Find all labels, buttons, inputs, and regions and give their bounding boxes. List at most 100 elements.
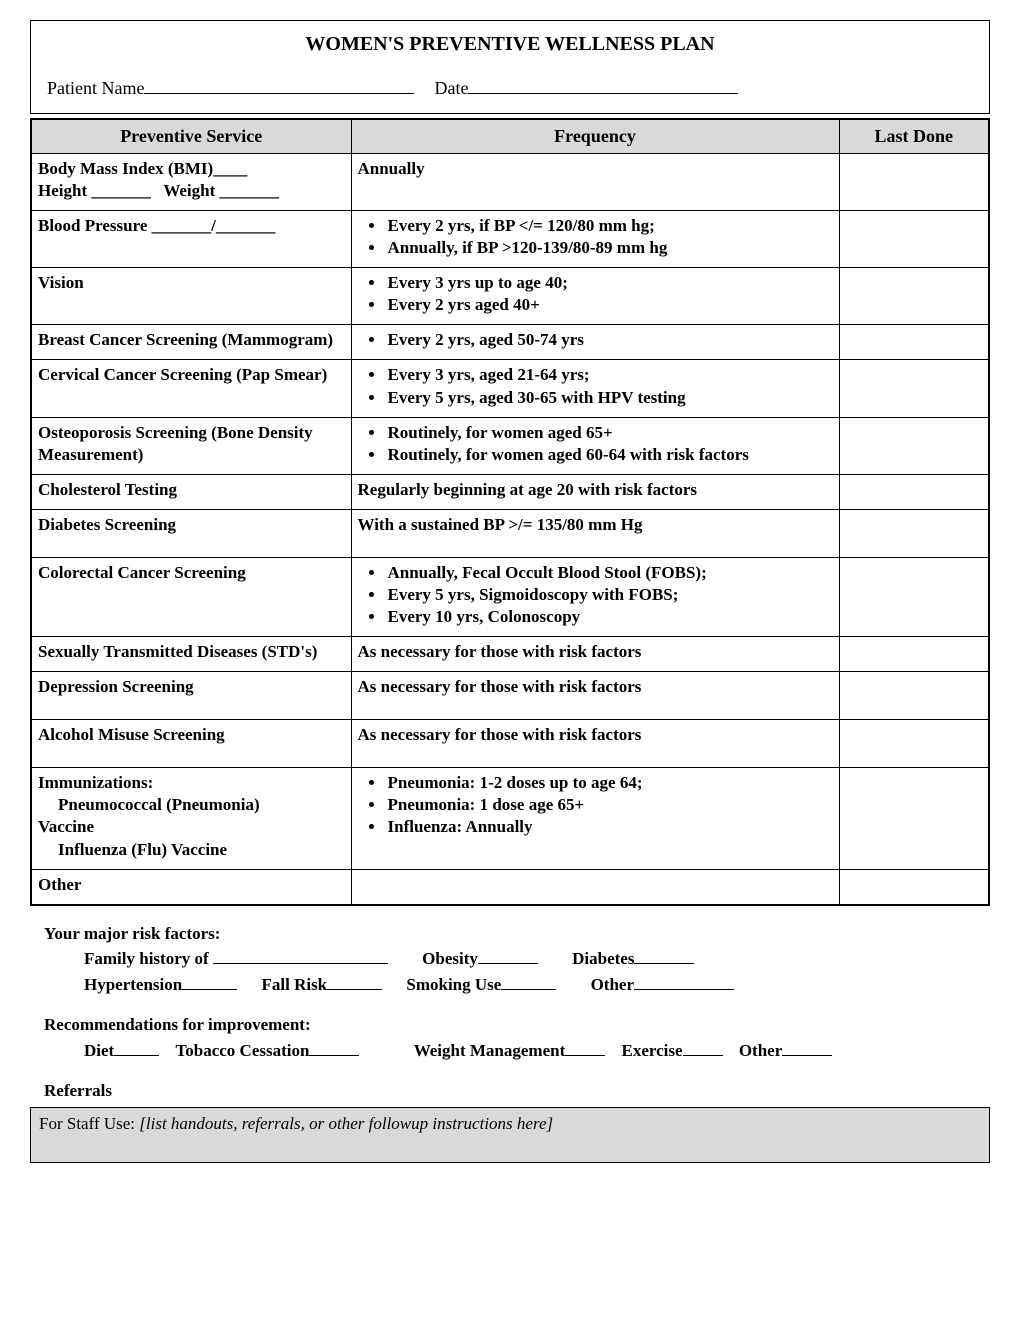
recommendations-heading: Recommendations for improvement: (30, 1015, 990, 1035)
cell-immun-service: Immunizations: Pneumococcal (Pneumonia) … (31, 768, 351, 869)
rf-other-blank[interactable] (634, 971, 734, 990)
rf-smoking-blank[interactable] (501, 971, 556, 990)
risk-factors-line1: Family history of Obesity Diabetes (30, 946, 990, 970)
rf-family-history[interactable]: Family history of (84, 946, 388, 970)
cell-chol-freq: Regularly beginning at age 20 with risk … (351, 474, 839, 509)
breast-freq-0: Every 2 yrs, aged 50-74 yrs (386, 329, 833, 351)
rf-diabetes-label: Diabetes (572, 949, 634, 969)
cell-std-freq: As necessary for those with risk factors (351, 637, 839, 672)
colorectal-freq-2: Every 10 yrs, Colonoscopy (386, 606, 833, 628)
cell-std-last[interactable] (839, 637, 989, 672)
cell-diabetes-service: Diabetes Screening (31, 509, 351, 557)
cell-cervical-freq: Every 3 yrs, aged 21-64 yrs; Every 5 yrs… (351, 360, 839, 417)
rf-smoking-label: Smoking Use (406, 975, 501, 995)
risk-factors-heading: Your major risk factors: (30, 924, 990, 944)
bp-freq-1: Annually, if BP >120-139/80-89 mm hg (386, 237, 833, 259)
rf-fall-risk[interactable]: Fall Risk (261, 971, 382, 995)
row-depression: Depression Screening As necessary for th… (31, 672, 989, 720)
rec-exercise-label: Exercise (622, 1041, 683, 1061)
rf-diabetes[interactable]: Diabetes (572, 946, 694, 970)
bmi-height[interactable]: Height _______ (38, 181, 151, 200)
rec-other-blank[interactable] (782, 1037, 832, 1056)
immun-freq-0: Pneumonia: 1-2 doses up to age 64; (386, 772, 833, 794)
risk-factors-line2: Hypertension Fall Risk Smoking Use Other (30, 971, 990, 995)
cell-other-freq[interactable] (351, 869, 839, 905)
patient-name-blank[interactable] (144, 74, 414, 94)
rec-diet[interactable]: Diet (84, 1037, 159, 1061)
row-alcohol: Alcohol Misuse Screening As necessary fo… (31, 720, 989, 768)
cervical-freq-0: Every 3 yrs, aged 21-64 yrs; (386, 364, 833, 386)
recommendations-line: Diet Tobacco Cessation Weight Management… (30, 1037, 990, 1061)
rec-weight[interactable]: Weight Management (414, 1037, 606, 1061)
bmi-weight[interactable]: Weight _______ (163, 181, 279, 200)
cell-chol-last[interactable] (839, 474, 989, 509)
cell-other-last[interactable] (839, 869, 989, 905)
rf-family-history-blank[interactable] (213, 946, 388, 965)
cell-chol-service: Cholesterol Testing (31, 474, 351, 509)
cell-diabetes-freq: With a sustained BP >/= 135/80 mm Hg (351, 509, 839, 557)
cell-colorectal-service: Colorectal Cancer Screening (31, 557, 351, 636)
row-other: Other (31, 869, 989, 905)
cell-immun-last[interactable] (839, 768, 989, 869)
cell-bp-service[interactable]: Blood Pressure _______/_______ (31, 210, 351, 267)
cell-cervical-last[interactable] (839, 360, 989, 417)
vision-freq-0: Every 3 yrs up to age 40; (386, 272, 833, 294)
row-diabetes: Diabetes Screening With a sustained BP >… (31, 509, 989, 557)
col-header-service: Preventive Service (31, 119, 351, 154)
row-cervical: Cervical Cancer Screening (Pap Smear) Ev… (31, 360, 989, 417)
rf-obesity-blank[interactable] (478, 946, 538, 965)
rec-other[interactable]: Other (739, 1037, 832, 1061)
colorectal-freq-1: Every 5 yrs, Sigmoidoscopy with FOBS; (386, 584, 833, 606)
immun-l3: Vaccine (38, 817, 94, 836)
row-bp: Blood Pressure _______/_______ Every 2 y… (31, 210, 989, 267)
rec-diet-blank[interactable] (114, 1037, 159, 1056)
col-header-frequency: Frequency (351, 119, 839, 154)
rf-hypertension[interactable]: Hypertension (84, 971, 237, 995)
rf-hypertension-blank[interactable] (182, 971, 237, 990)
rec-weight-blank[interactable] (565, 1037, 605, 1056)
row-breast: Breast Cancer Screening (Mammogram) Ever… (31, 325, 989, 360)
cell-other-service[interactable]: Other (31, 869, 351, 905)
rec-tobacco[interactable]: Tobacco Cessation (175, 1037, 359, 1061)
rf-fall-risk-blank[interactable] (327, 971, 382, 990)
cell-diabetes-last[interactable] (839, 509, 989, 557)
staff-use-box[interactable]: For Staff Use: [list handouts, referrals… (30, 1107, 990, 1163)
bmi-label: Body Mass Index (BMI)____ (38, 159, 247, 178)
rf-smoking[interactable]: Smoking Use (406, 971, 556, 995)
cell-colorectal-last[interactable] (839, 557, 989, 636)
rec-exercise-blank[interactable] (683, 1037, 723, 1056)
cell-bmi-last[interactable] (839, 153, 989, 210)
rf-other[interactable]: Other (591, 971, 734, 995)
row-colorectal: Colorectal Cancer Screening Annually, Fe… (31, 557, 989, 636)
rec-diet-label: Diet (84, 1041, 114, 1061)
cell-depression-last[interactable] (839, 672, 989, 720)
rec-tobacco-label: Tobacco Cessation (175, 1041, 309, 1061)
cell-alcohol-service: Alcohol Misuse Screening (31, 720, 351, 768)
immun-freq-2: Influenza: Annually (386, 816, 833, 838)
cell-depression-service: Depression Screening (31, 672, 351, 720)
immun-l1: Immunizations: (38, 773, 153, 792)
cell-vision-last[interactable] (839, 268, 989, 325)
row-std: Sexually Transmitted Diseases (STD's) As… (31, 637, 989, 672)
cervical-freq-1: Every 5 yrs, aged 30-65 with HPV testing (386, 387, 833, 409)
rec-exercise[interactable]: Exercise (622, 1037, 723, 1061)
rf-obesity[interactable]: Obesity (422, 946, 538, 970)
rec-tobacco-blank[interactable] (309, 1037, 359, 1056)
rf-obesity-label: Obesity (422, 949, 478, 969)
bp-freq-0: Every 2 yrs, if BP </= 120/80 mm hg; (386, 215, 833, 237)
cell-alcohol-freq: As necessary for those with risk factors (351, 720, 839, 768)
date-blank[interactable] (468, 74, 738, 94)
cell-immun-freq: Pneumonia: 1-2 doses up to age 64; Pneum… (351, 768, 839, 869)
date-field[interactable]: Date (434, 74, 738, 99)
staff-prefix: For Staff Use: (39, 1114, 139, 1133)
rf-diabetes-blank[interactable] (634, 946, 694, 965)
rf-family-history-label: Family history of (84, 949, 209, 969)
patient-name-field[interactable]: Patient Name (47, 74, 414, 99)
cell-breast-last[interactable] (839, 325, 989, 360)
preventive-services-table: Preventive Service Frequency Last Done B… (30, 118, 990, 906)
cell-osteo-last[interactable] (839, 417, 989, 474)
cell-bp-last[interactable] (839, 210, 989, 267)
cell-osteo-service: Osteoporosis Screening (Bone Density Mea… (31, 417, 351, 474)
cell-alcohol-last[interactable] (839, 720, 989, 768)
rec-other-label: Other (739, 1041, 782, 1061)
